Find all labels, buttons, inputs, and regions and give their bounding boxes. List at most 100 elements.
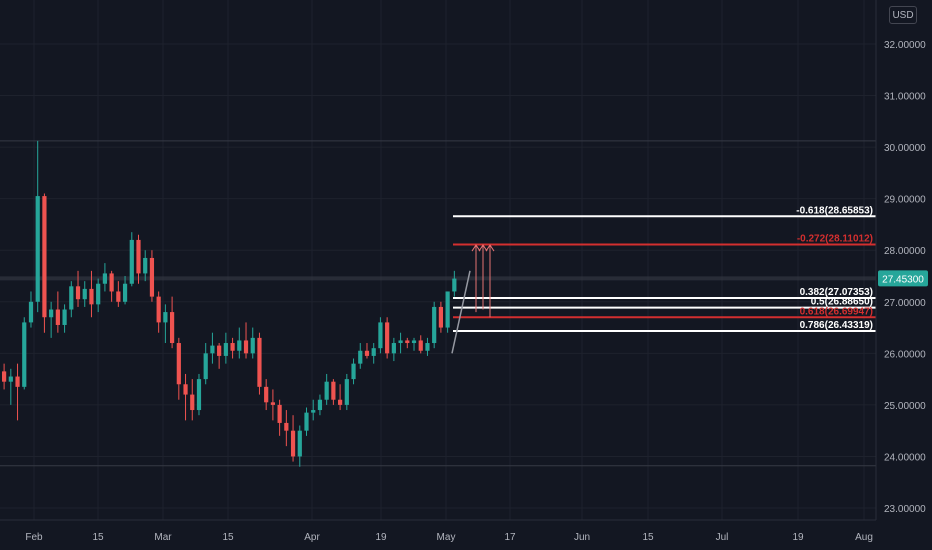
fib-level-label: -0.272(28.11012) <box>797 234 873 245</box>
candle-body <box>176 343 181 385</box>
trend-line <box>451 270 471 354</box>
last-price-label: 27.45300 <box>882 274 924 285</box>
time-tick-label: 15 <box>222 532 234 543</box>
price-tick-label: 26.00000 <box>884 349 926 360</box>
fib-levels[interactable]: -0.618(28.65853) -0.272(28.11012) 0.382(27… <box>453 205 876 332</box>
candle-body <box>109 273 114 292</box>
candle-body <box>149 257 155 297</box>
candle-body <box>8 376 13 382</box>
time-tick-label: Aug <box>855 532 873 543</box>
time-tick-label: 17 <box>504 532 516 543</box>
last-price-box <box>878 270 928 287</box>
currency-selector[interactable]: USD <box>889 6 917 24</box>
candle-body <box>89 288 94 305</box>
candle-body <box>290 430 296 457</box>
candle-body <box>183 384 188 395</box>
price-tick-label: 25.00000 <box>884 401 926 412</box>
candle-body <box>2 371 7 382</box>
candle-body <box>432 306 437 344</box>
candle-body <box>391 343 396 354</box>
price-tick-label: 31.00000 <box>884 92 926 103</box>
candle-body <box>129 239 134 284</box>
price-tick-label: 29.00000 <box>884 195 926 206</box>
arrow-head <box>485 244 495 252</box>
candle-body <box>170 312 175 344</box>
candle-body <box>230 343 235 351</box>
time-tick-label: Jul <box>716 532 729 543</box>
candle-body <box>411 340 417 344</box>
arrow-head <box>478 244 488 252</box>
time-tick-label: 15 <box>642 532 654 543</box>
candle-body <box>62 309 67 325</box>
candle-body <box>385 322 390 354</box>
price-tick-label: 30.00000 <box>884 143 926 154</box>
fib-level-label: 0.618(26.69947) <box>800 306 873 317</box>
time-tick-label: Feb <box>25 532 43 543</box>
time-tick-label: 19 <box>375 532 387 543</box>
candle-body <box>223 343 228 356</box>
time-axis[interactable]: Feb 15 Mar 15 Apr 19 May 17 Jun 15 Jul 19 Aug <box>25 532 873 543</box>
candle-body <box>28 301 34 323</box>
candle-body <box>344 379 349 405</box>
candle-body <box>284 422 289 431</box>
time-tick-label: 15 <box>92 532 104 543</box>
candle-body <box>190 394 195 411</box>
candle-body <box>250 337 255 354</box>
candle-body <box>257 337 262 387</box>
candle-body <box>445 291 450 328</box>
candles[interactable] <box>2 140 457 467</box>
price-tick-label: 27.00000 <box>884 298 926 309</box>
candle-body <box>55 309 60 325</box>
time-tick-label: 19 <box>792 532 804 543</box>
candle-body <box>163 312 168 323</box>
candle-body <box>210 345 215 354</box>
candle-body <box>203 353 208 380</box>
fib-level-label: 0.786(26.43319) <box>800 320 873 331</box>
candle-body <box>42 196 47 318</box>
candle-body <box>217 345 222 356</box>
candle-body <box>116 291 121 302</box>
candle-body <box>237 340 242 351</box>
candle-body <box>69 286 74 310</box>
time-tick-label: Apr <box>304 532 320 543</box>
candle-body <box>102 273 107 284</box>
candle-body <box>324 381 329 400</box>
candle-body <box>264 386 269 403</box>
candle-body <box>96 283 101 305</box>
candle-body <box>338 399 343 405</box>
candle-body <box>418 340 423 351</box>
grid-lines <box>0 0 876 520</box>
candle-body <box>143 257 148 274</box>
candle-body <box>425 343 430 351</box>
candle-body <box>438 306 443 328</box>
candle-body <box>311 410 316 413</box>
projection-arrows <box>451 244 495 354</box>
price-tick-label: 24.00000 <box>884 452 926 463</box>
candle-body <box>243 340 249 354</box>
candle-body <box>277 404 282 423</box>
candle-body <box>331 381 336 400</box>
candle-body <box>378 322 383 349</box>
price-tick-label: 23.00000 <box>884 504 926 515</box>
candle-body <box>156 296 161 323</box>
price-tick-label: 28.00000 <box>884 246 926 257</box>
price-axis[interactable]: 32.00000 31.00000 30.00000 29.00000 28.00000… <box>884 40 926 515</box>
candle-body <box>22 322 27 387</box>
fib-level-label: -0.618(28.65853) <box>796 205 873 216</box>
candle-body <box>405 340 410 344</box>
candle-body <box>35 196 40 302</box>
price-tick-label: 32.00000 <box>884 40 926 51</box>
candle-body <box>270 402 275 405</box>
candle-body <box>196 379 202 411</box>
candle-body <box>351 363 356 380</box>
horizontal-lines <box>0 140 876 467</box>
candle-body <box>371 348 376 356</box>
candle-body <box>317 399 323 411</box>
candle-body <box>122 283 128 302</box>
candle-body <box>82 288 87 300</box>
fib-level-label: 0.382(27.07353) <box>800 287 873 298</box>
candle-body <box>364 350 370 356</box>
candle-body <box>452 278 457 292</box>
